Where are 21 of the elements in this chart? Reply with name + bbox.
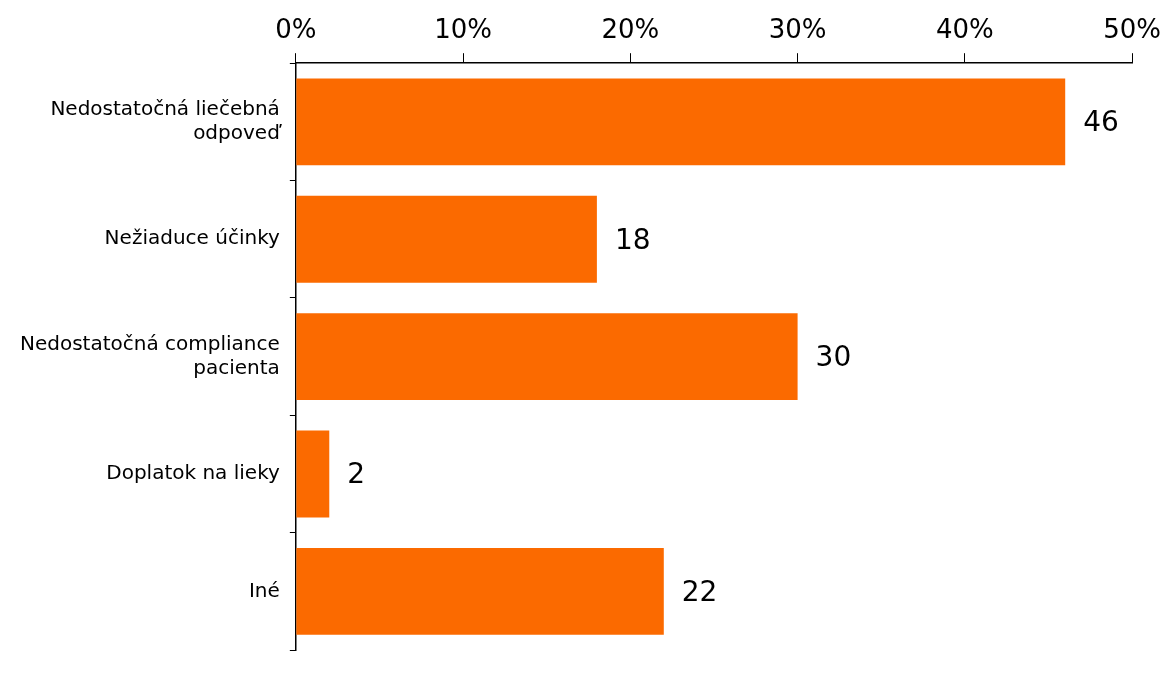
data-label: 2 xyxy=(347,457,366,491)
x-tick-label: 0% xyxy=(275,14,317,45)
data-label: 46 xyxy=(1083,105,1119,139)
x-tick-label: 40% xyxy=(935,14,994,45)
x-tick-label: 30% xyxy=(768,14,827,45)
bar xyxy=(296,430,330,518)
bar xyxy=(296,313,798,401)
y-tick-label: Nedostatočná liečebná odpoveď xyxy=(50,96,283,145)
bar xyxy=(296,195,597,283)
y-tick-label: Nežiaduce účinky xyxy=(104,225,280,250)
x-tick-label: 50% xyxy=(1103,14,1161,45)
y-tick-label: Nedostatočná compliance pacienta xyxy=(19,330,280,379)
x-tick-label: 10% xyxy=(434,14,492,45)
y-tick-label: Doplatok na lieky xyxy=(106,460,280,485)
bar xyxy=(296,547,664,635)
y-tick-label: Iné xyxy=(248,577,280,602)
data-label: 22 xyxy=(681,574,718,608)
x-tick-label: 20% xyxy=(601,14,660,45)
data-label: 30 xyxy=(815,339,852,373)
data-label: 18 xyxy=(614,222,651,256)
bar xyxy=(296,78,1066,166)
